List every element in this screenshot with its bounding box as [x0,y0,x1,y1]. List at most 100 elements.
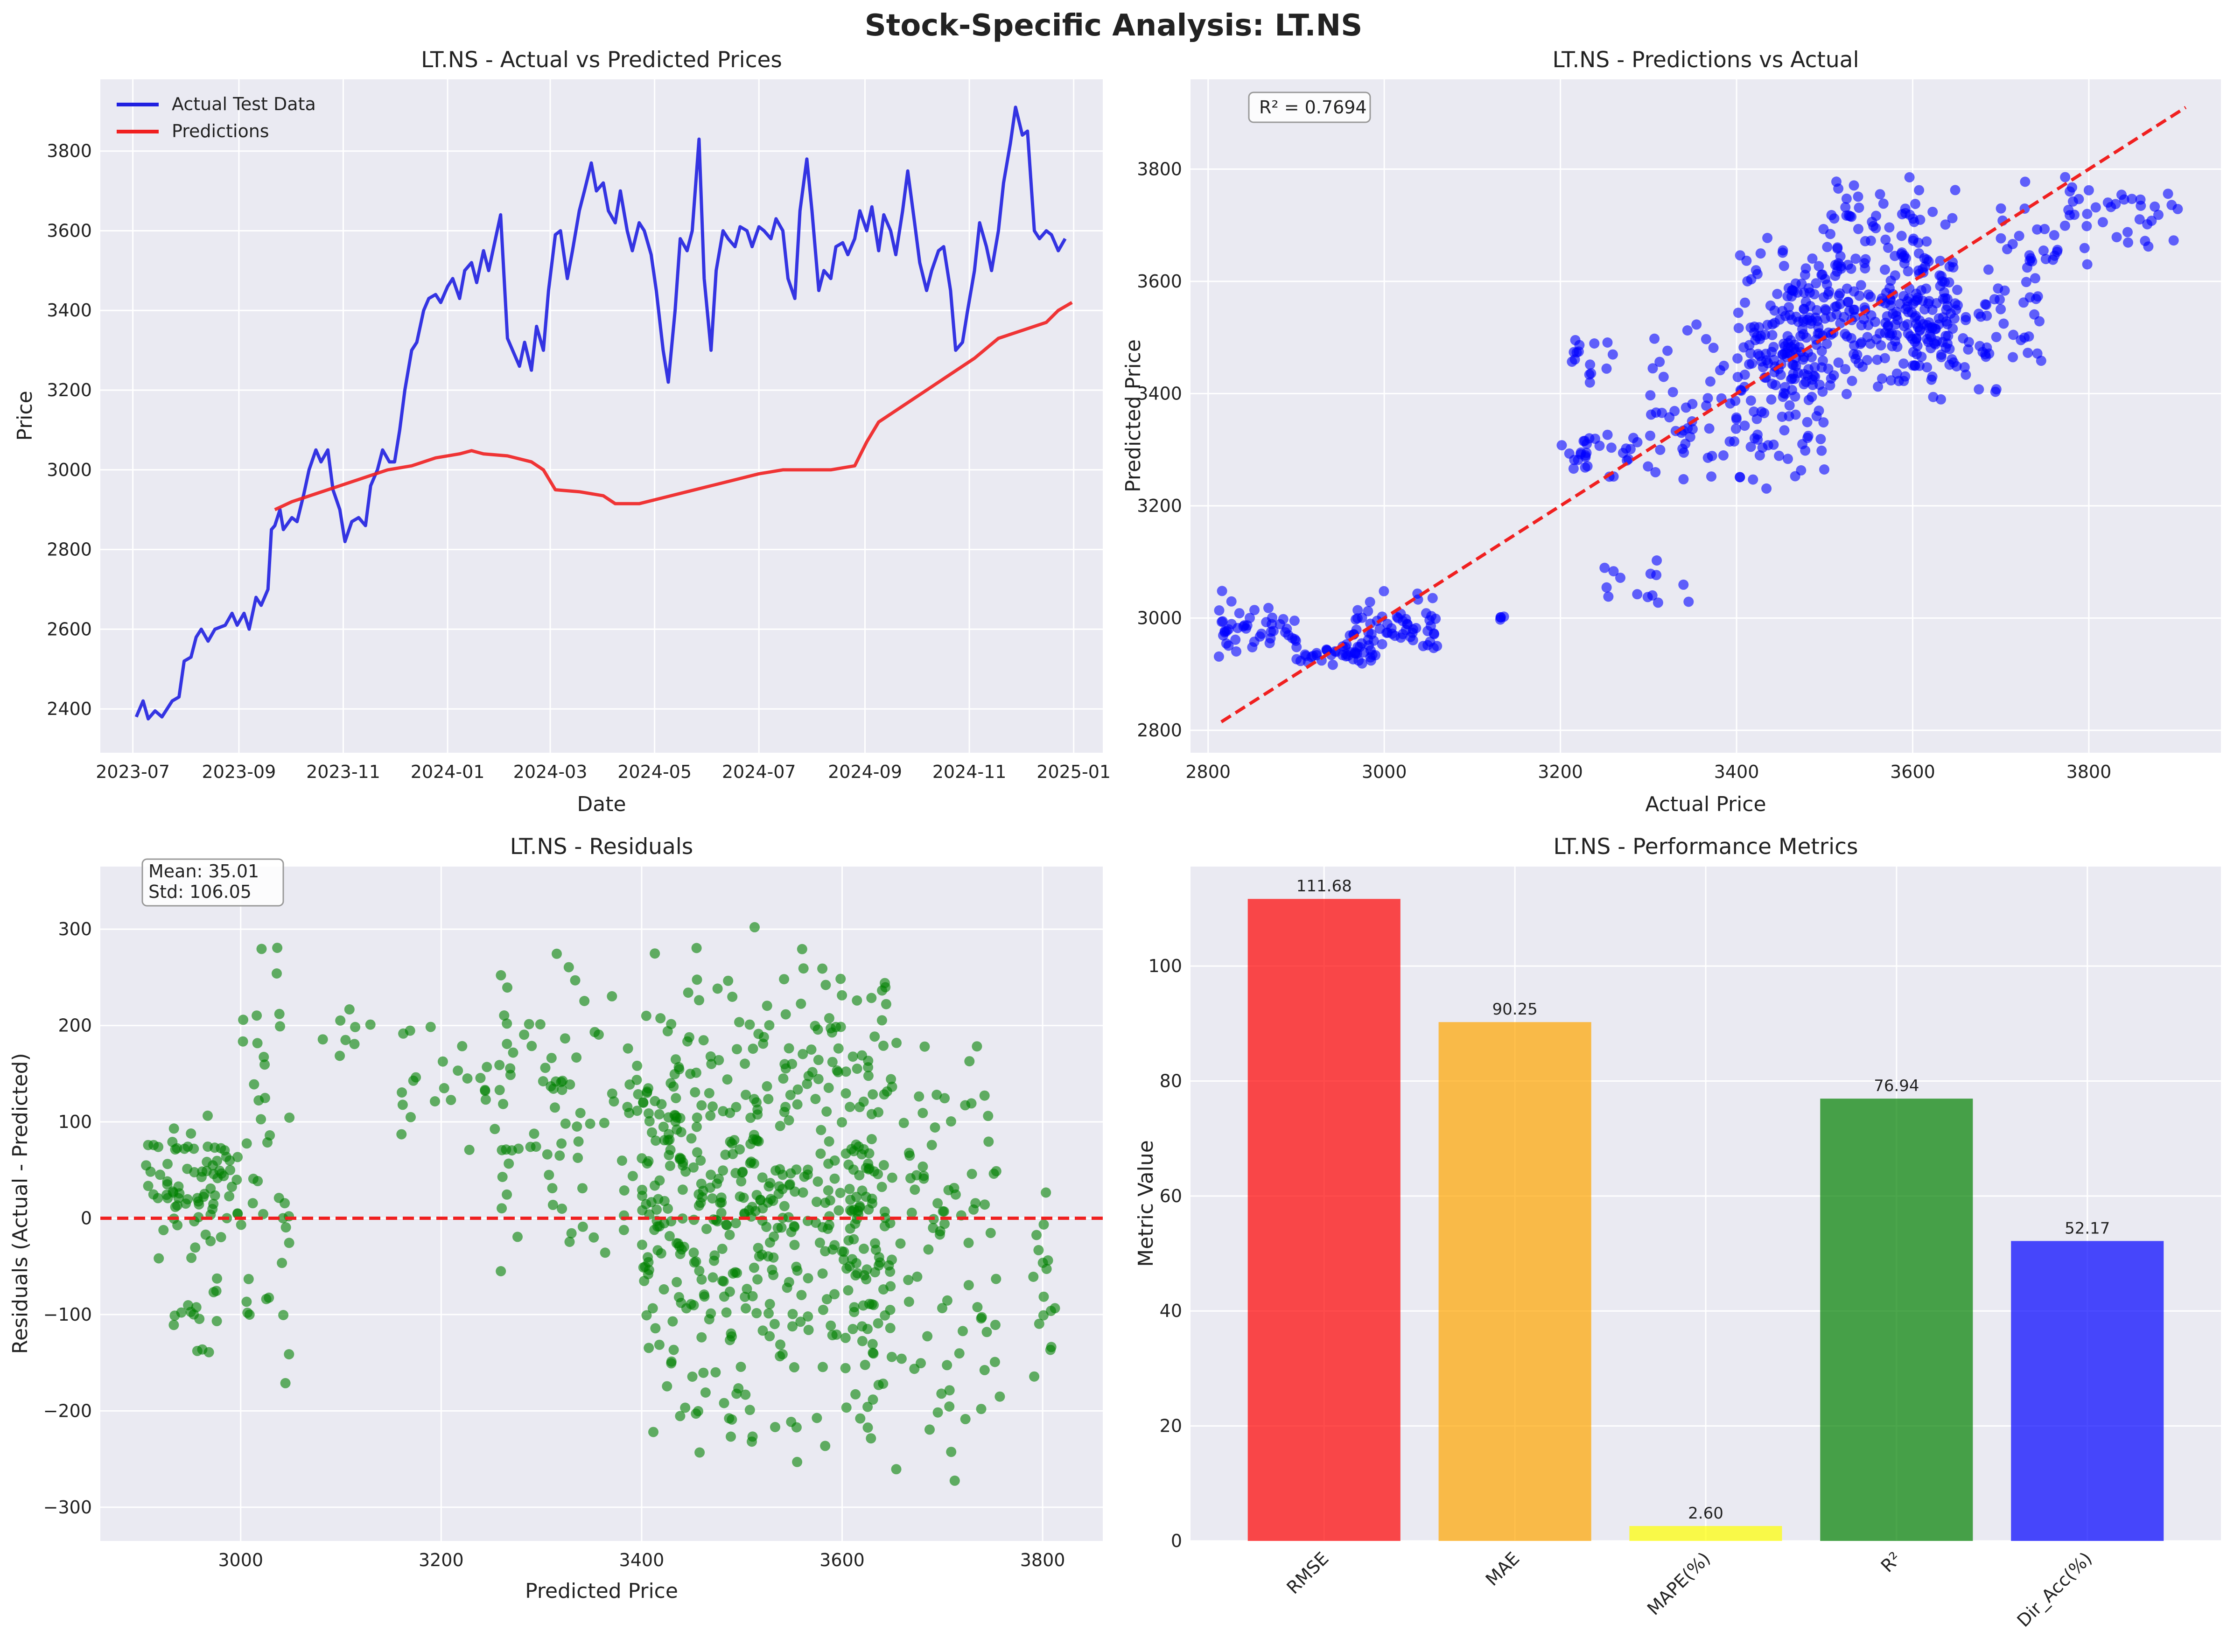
residual-point [792,1084,803,1095]
panel4-ytick: 0 [1171,1531,1182,1551]
residual-point [891,1464,902,1475]
residual-point [878,1284,889,1295]
scatter-point [2122,227,2133,238]
panel1-ylabel: Price [13,391,37,441]
scatter-point [2021,277,2031,287]
residual-point [881,999,891,1009]
scatter-point [2038,245,2049,256]
scatter-point [1991,384,2002,395]
residual-point [840,1332,851,1343]
residual-point [154,1253,164,1264]
residual-point [143,1181,154,1191]
residual-point [557,1085,567,1095]
scatter-point [2150,201,2160,212]
residual-point [816,1125,826,1135]
residual-point [833,1205,844,1216]
scatter-point [1264,638,1275,649]
residual-point [730,1267,741,1278]
residual-point [453,1065,463,1076]
residual-point [241,1296,252,1307]
residual-point [619,1185,630,1196]
residual-point [224,1191,235,1202]
scatter-point [1981,351,1991,362]
scatter-point [1875,189,1885,200]
panel4-ytick: 20 [1160,1416,1182,1436]
panel4-ytick: 80 [1160,1071,1182,1091]
residual-point [696,1100,707,1111]
scatter-point [1662,345,1673,356]
scatter-point [1912,292,1923,303]
scatter-point [1678,579,1689,590]
scatter-point [1701,400,1712,411]
residual-point [501,1144,511,1155]
scatter-point [2060,172,2071,182]
residual-point [837,990,847,1001]
residual-point [747,1436,757,1447]
residual-point [768,1196,778,1206]
residual-point [504,1158,514,1169]
residual-point [556,1077,567,1087]
residual-point [275,1021,285,1032]
scatter-point [1623,454,1634,464]
residual-point [1041,1264,1052,1274]
residual-point [854,1201,865,1211]
scatter-point [1842,389,1852,399]
residual-point [668,1081,679,1092]
residual-point [761,1222,772,1232]
residual-point [550,1102,560,1113]
scatter-point [1374,623,1385,634]
scatter-point [1787,285,1798,295]
panel1-xtick: 2024-09 [828,762,902,782]
panel2-xtick: 3600 [1890,762,1935,782]
residual-point [795,1316,806,1327]
scatter-point [2032,224,2043,235]
panel2-xtick: 3000 [1362,762,1407,782]
scatter-point [1820,274,1830,284]
scatter-point [1701,334,1711,344]
residual-point [701,1224,712,1234]
scatter-point [1798,314,1809,325]
scatter-point [1854,290,1865,301]
residual-point [656,1099,667,1110]
residual-point [658,1121,669,1132]
residual-point [688,1162,699,1173]
residual-point [654,1109,665,1120]
scatter-point [1819,464,1829,475]
residual-point [593,1029,604,1040]
residual-point [668,1344,679,1355]
residual-point [411,1072,421,1083]
residual-point [189,1167,200,1177]
panel4-bars: 111.68 90.25 2.60 76.94 52.17 [1247,877,2164,1541]
residual-point [694,1266,705,1276]
residual-point [868,1394,878,1405]
residual-point [280,1378,291,1388]
residual-point [691,1121,702,1132]
residual-point [748,1043,758,1054]
residual-point [155,1169,166,1180]
scatter-point [1930,323,1940,334]
residual-point [141,1160,152,1171]
residual-point [674,1154,685,1164]
scatter-point [1963,344,1974,355]
panel3-ytick: −100 [43,1304,92,1325]
residual-point [707,1193,718,1204]
panel3-ytick: −300 [43,1497,92,1518]
scatter-point [1681,402,1691,413]
residual-point [182,1194,193,1204]
residual-point [256,1114,266,1125]
scatter-point [1725,398,1736,409]
residual-point [937,1303,947,1314]
residual-point [822,1224,833,1234]
scatter-point [1982,310,1992,321]
residual-point [903,1274,914,1285]
residual-point [658,1284,669,1295]
residual-point [989,1357,1000,1367]
residual-point [252,1010,262,1021]
scatter-point [1916,351,1927,362]
residual-point [691,943,702,953]
scatter-point [1865,292,1876,302]
residual-point [829,1289,840,1300]
residual-point [922,1331,933,1342]
residual-point [873,1379,884,1390]
scatter-point [1857,361,1868,372]
